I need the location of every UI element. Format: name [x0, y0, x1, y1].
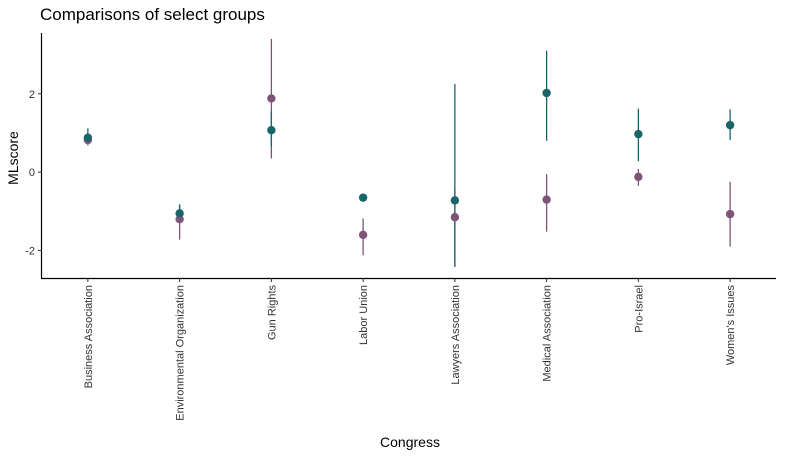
- data-point: [358, 230, 368, 240]
- x-tick-label: Environmental Organization: [175, 285, 187, 421]
- y-tick-label: -2: [25, 246, 35, 258]
- data-point: [450, 196, 460, 205]
- x-tick-label: Pro-Israel: [633, 285, 645, 333]
- data-point: [175, 215, 184, 224]
- data-point: [542, 195, 551, 204]
- data-point: [725, 209, 735, 219]
- x-tick-label: Business Association: [83, 285, 95, 388]
- data-point: [542, 88, 551, 98]
- x-axis-ticks: Business Association Environmental Organi…: [83, 278, 737, 421]
- x-axis-title: Congress: [380, 434, 440, 450]
- y-tick-label: 2: [29, 89, 35, 101]
- x-tick-label: Labor Union: [358, 285, 370, 345]
- data-point: [725, 120, 735, 130]
- x-tick-label: Lawyers Association: [450, 285, 462, 385]
- y-axis-title: MLscore: [5, 131, 21, 185]
- data-point: [267, 94, 276, 103]
- x-tick-label: Gun Rights: [266, 285, 278, 341]
- data-point: [634, 172, 643, 182]
- data-point: [175, 209, 184, 218]
- data-point: [83, 133, 93, 142]
- data-point: [634, 129, 643, 139]
- y-axis-ticks: -2 0 2: [25, 89, 42, 258]
- data-point: [358, 193, 368, 202]
- x-tick-label: Women's Issues: [725, 285, 737, 366]
- data-marks: [83, 38, 735, 268]
- y-tick-label: 0: [29, 167, 35, 179]
- chart-title: Comparisons of select groups: [40, 5, 265, 24]
- data-point: [450, 213, 460, 222]
- x-tick-label: Medical Association: [542, 285, 554, 382]
- data-point: [267, 126, 276, 135]
